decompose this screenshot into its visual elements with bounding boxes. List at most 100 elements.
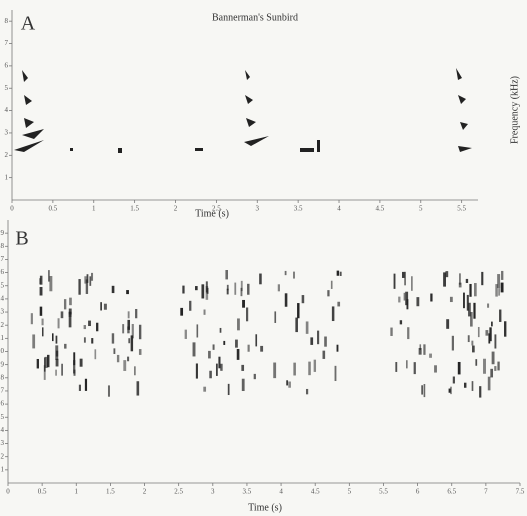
note [83, 337, 86, 343]
note [208, 350, 211, 359]
note [64, 343, 67, 349]
note [41, 318, 44, 326]
note [180, 307, 184, 316]
note [407, 327, 410, 340]
note [236, 348, 240, 360]
note [111, 285, 115, 294]
note [195, 286, 198, 291]
x-axis-label: Time (s) [195, 208, 229, 219]
note [215, 363, 218, 376]
note [234, 282, 237, 295]
note [48, 270, 50, 282]
x-tick-label: 1.5 [130, 205, 139, 213]
y-tick-label: 7 [1, 387, 5, 395]
note [487, 376, 491, 391]
y-tick-label: 15 [0, 281, 5, 289]
note [313, 359, 317, 372]
note [259, 273, 262, 285]
y-tick-label: 8 [1, 373, 5, 381]
y-tick-label: 4 [5, 106, 9, 114]
y-tick-label: 19 [0, 229, 5, 237]
x-tick-label: 6 [416, 488, 420, 496]
note [419, 344, 422, 351]
note [111, 333, 115, 344]
note [295, 317, 298, 333]
note [226, 284, 229, 291]
note [293, 362, 296, 376]
note [293, 271, 295, 279]
note [390, 327, 393, 336]
note [192, 342, 196, 357]
note [60, 311, 64, 319]
y-tick-label: 3 [5, 129, 9, 137]
note [491, 321, 493, 327]
note [487, 303, 490, 308]
note [336, 270, 340, 276]
note [84, 276, 87, 284]
note [465, 278, 469, 283]
y-tick-label: 1 [5, 173, 9, 181]
note [475, 359, 478, 366]
note [240, 287, 243, 297]
x-tick-label: 5 [419, 205, 423, 213]
note [86, 274, 89, 283]
note [225, 270, 228, 280]
x-tick-label: 2.5 [212, 205, 221, 213]
note [46, 354, 50, 368]
note [63, 299, 67, 310]
note [284, 293, 288, 307]
x-tick-label: 3.5 [243, 488, 252, 496]
note [113, 348, 116, 354]
note [49, 276, 53, 292]
note [491, 351, 495, 365]
note [189, 300, 192, 311]
note [445, 271, 449, 278]
note [130, 335, 134, 352]
note [32, 334, 36, 349]
note [52, 333, 54, 342]
note [212, 344, 215, 350]
y-tick-label: 10 [0, 347, 5, 355]
y-tick-label: 18 [0, 242, 5, 250]
note [184, 329, 187, 339]
note [88, 320, 91, 327]
y-tick-label: 16 [0, 268, 5, 276]
note [126, 290, 129, 295]
note [395, 362, 398, 372]
note [337, 301, 341, 307]
note [253, 373, 256, 380]
note [305, 388, 309, 395]
note [131, 323, 134, 339]
note [123, 360, 127, 371]
note [116, 354, 120, 363]
note [219, 327, 222, 333]
note [500, 282, 504, 293]
note [274, 311, 277, 323]
note [135, 308, 138, 319]
note [195, 363, 198, 379]
note [79, 358, 83, 367]
note [477, 326, 480, 338]
note [498, 288, 501, 296]
note [501, 270, 504, 280]
x-tick-label: 2.5 [174, 488, 183, 496]
note [488, 333, 491, 344]
note [489, 327, 492, 342]
note [205, 286, 209, 300]
note [301, 295, 305, 304]
note [310, 337, 314, 345]
note [322, 350, 326, 359]
note [495, 284, 498, 297]
note [446, 319, 450, 329]
y-tick-label: 13 [0, 308, 5, 316]
note [448, 388, 451, 393]
y-tick-label: 6 [1, 400, 5, 408]
note [404, 271, 406, 286]
note [90, 272, 94, 281]
note [474, 283, 477, 297]
note [84, 378, 88, 391]
note [406, 360, 408, 369]
note [39, 278, 42, 285]
note [94, 349, 97, 360]
